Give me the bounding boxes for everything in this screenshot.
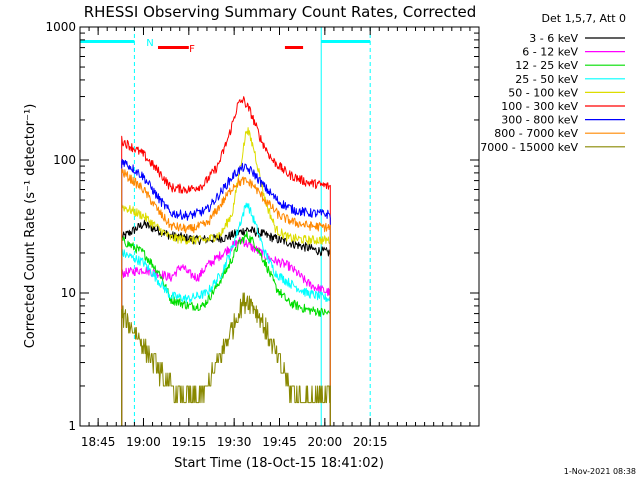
x-tick-label: 19:00 (126, 435, 161, 449)
x-axis-label: Start Time (18-Oct-15 18:41:02) (174, 456, 384, 471)
legend-header: Det 1,5,7, Att 0 (542, 12, 626, 25)
axis-ticks: 18:45 19:00 19:15 19:30 19:45 20:00 20:15 1 10 10… (45, 20, 480, 449)
y-tick-label: 1000 (45, 20, 76, 34)
legend-entry-label: 7000 - 15000 keV (480, 141, 578, 154)
series-line-2 (121, 231, 331, 426)
series-line-4 (121, 127, 331, 426)
x-tick-label: 19:45 (262, 435, 297, 449)
series-line-3 (121, 202, 331, 426)
y-tick-label: 10 (61, 286, 76, 300)
annotation-night-label: N (146, 38, 153, 49)
y-tick-label: 100 (53, 153, 76, 167)
x-tick-label: 20:00 (308, 435, 343, 449)
legend-entry-label: 3 - 6 keV (529, 32, 578, 45)
legend-entry-label: 50 - 100 keV (508, 86, 578, 99)
series-line-8 (121, 292, 331, 426)
x-tick-label: 20:15 (353, 435, 388, 449)
series-line-0 (121, 219, 331, 426)
x-tick-label: 19:15 (172, 435, 207, 449)
legend-entry-label: 25 - 50 keV (515, 73, 578, 86)
legend-entry-label: 6 - 12 keV (522, 46, 578, 59)
series-layer (121, 96, 331, 426)
series-line-7 (121, 168, 331, 426)
annotation-flare-label: F (189, 44, 195, 55)
x-tick-label: 19:30 (217, 435, 252, 449)
y-tick-label: 1 (68, 419, 76, 433)
legend-entry-label: 100 - 300 keV (501, 100, 578, 113)
chart-title: RHESSI Observing Summary Count Rates, Co… (84, 3, 477, 21)
legend-entry-label: 300 - 800 keV (501, 114, 578, 127)
legend-entry-label: 800 - 7000 keV (494, 127, 578, 140)
series-line-6 (121, 158, 331, 426)
legend-entry-label: 12 - 25 keV (515, 59, 578, 72)
x-tick-label: 18:45 (81, 435, 116, 449)
series-line-5 (121, 96, 331, 426)
timestamp: 1-Nov-2021 08:38 (564, 467, 636, 476)
y-axis-label: Corrected Count Rate (s⁻¹ detector⁻¹) (23, 104, 38, 349)
